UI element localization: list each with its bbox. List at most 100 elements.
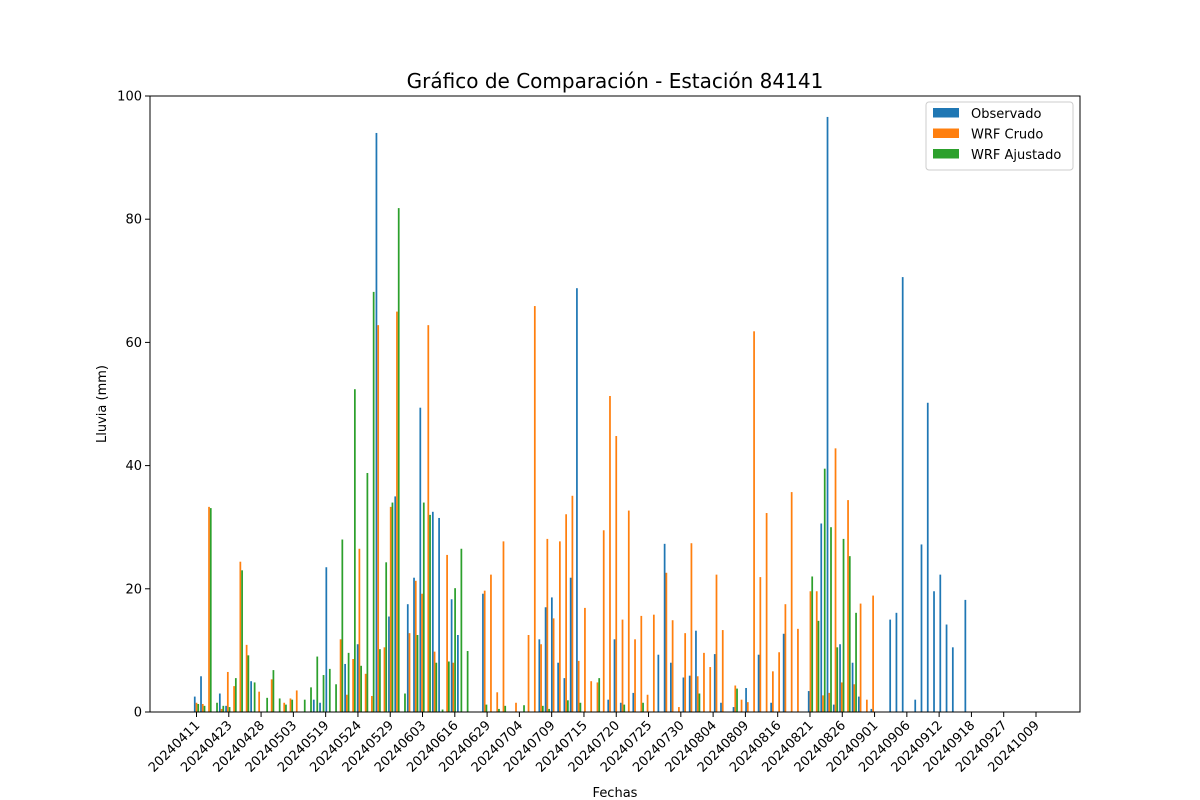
bar-observado-60: [569, 577, 572, 712]
bar-wrf-ajustado-61: [579, 702, 582, 712]
bar-wrf-crudo-95: [790, 492, 793, 712]
bar-wrf-crudo-108: [872, 595, 874, 712]
bar-wrf-ajustado-37: [429, 514, 431, 712]
bar-wrf-crudo-14: [283, 702, 286, 712]
y-axis: 0 20 40 60 80 100: [117, 90, 150, 721]
bar-wrf-crudo-69: [627, 510, 630, 712]
bar-observado-75: [663, 543, 666, 712]
x-axis-label: Fechas: [593, 786, 638, 800]
bar-wrf-crudo-31: [389, 506, 392, 712]
bar-wrf-crudo-93: [778, 652, 781, 712]
legend: Observado WRF Crudo WRF Ajustado: [925, 101, 1074, 171]
bar-wrf-crudo-38: [433, 651, 436, 712]
bar-observado-36: [419, 407, 422, 712]
bar-wrf-ajustado-100: [823, 468, 826, 712]
bar-wrf-crudo-6: [233, 686, 235, 712]
bar-wrf-ajustado-15: [291, 699, 294, 712]
bar-wrf-ajustado-35: [416, 635, 419, 712]
bar-wrf-ajustado-36: [422, 502, 425, 712]
bar-wrf-crudo-72: [646, 694, 649, 712]
bar-wrf-ajustado-55: [541, 705, 544, 712]
bar-wrf-crudo-56: [546, 538, 549, 712]
bar-wrf-ajustado-2: [209, 508, 212, 712]
bar-wrf-crudo-75: [665, 572, 668, 712]
bar-wrf-ajustado-0: [197, 703, 200, 712]
legend-label-1: WRF Crudo: [971, 128, 1043, 143]
bar-wrf-ajustado-20: [322, 675, 325, 712]
bar-wrf-crudo-41: [452, 662, 455, 712]
bar-observado-111: [889, 619, 892, 712]
bar-wrf-ajustado-105: [855, 612, 857, 712]
bar-observado-57: [550, 597, 553, 712]
bar-wrf-ajustado-49: [504, 705, 507, 712]
bar-observado-66: [607, 699, 610, 712]
bar-wrf-crudo-57: [552, 618, 555, 712]
bar-wrf-crudo-96: [797, 628, 799, 712]
legend-swatch-2: [933, 149, 959, 159]
bar-wrf-ajustado-48: [498, 708, 500, 712]
bar-observado-34: [406, 604, 409, 712]
bar-wrf-ajustado-30: [385, 562, 388, 712]
bar-wrf-crudo-76: [671, 620, 674, 712]
bar-wrf-ajustado-14: [285, 704, 287, 712]
bar-wrf-crudo-105: [853, 684, 856, 712]
chart-title: Gráfico de Comparación - Estación 84141: [407, 69, 824, 93]
bar-wrf-crudo-80: [696, 676, 699, 712]
bar-observado-59: [563, 678, 566, 712]
y-tick-label: 0: [134, 706, 142, 721]
bar-wrf-ajustado-17: [303, 699, 306, 712]
bar-wrf-crudo-4: [220, 708, 223, 712]
bar-observado-32: [394, 496, 397, 712]
bar-wrf-crudo-35: [414, 580, 417, 712]
bar-wrf-ajustado-4: [222, 705, 225, 712]
y-tick-label: 100: [117, 90, 142, 105]
bar-wrf-ajustado-56: [548, 708, 550, 712]
bar-wrf-crudo-65: [602, 530, 605, 712]
bar-wrf-ajustado-28: [372, 291, 375, 712]
bar-observado-38: [431, 511, 434, 712]
bar-wrf-crudo-62: [584, 607, 586, 712]
bar-wrf-crudo-68: [621, 619, 624, 712]
bar-observado-4: [218, 693, 221, 712]
bar-observado-98: [807, 691, 810, 712]
bar-wrf-ajustado-41: [454, 588, 456, 712]
bar-wrf-ajustado-86: [736, 688, 738, 712]
bar-observado-61: [576, 288, 578, 712]
bar-wrf-crudo-36: [421, 593, 423, 712]
bar-wrf-crudo-88: [746, 702, 749, 712]
bar-observado-31: [388, 616, 390, 712]
bar-observado-21: [325, 567, 328, 712]
bar-wrf-ajustado-103: [842, 538, 845, 712]
bar-wrf-crudo-106: [859, 603, 862, 712]
bar-wrf-crudo-77: [678, 707, 680, 712]
bar-wrf-crudo-15: [289, 698, 292, 712]
bar-wrf-ajustado-104: [848, 556, 851, 712]
bar-observado-88: [745, 687, 747, 712]
bar-wrf-ajustado-18: [310, 687, 312, 712]
bar-wrf-ajustado-46: [485, 704, 488, 712]
bar-wrf-ajustado-25: [353, 389, 356, 712]
bar-wrf-ajustado-52: [523, 705, 525, 712]
bar-wrf-crudo-94: [784, 604, 787, 712]
bar-observado-24: [344, 663, 346, 712]
bar-observado-68: [619, 702, 622, 712]
bar-wrf-crudo-8: [245, 644, 248, 712]
bar-wrf-crudo-46: [483, 590, 486, 712]
bar-wrf-crudo-98: [809, 591, 812, 712]
bar-observado-119: [939, 574, 942, 712]
bar-wrf-crudo-89: [753, 331, 755, 712]
legend-swatch-1: [933, 128, 959, 138]
bar-wrf-crudo-54: [533, 306, 536, 712]
bar-wrf-crudo-66: [609, 395, 611, 712]
bar-wrf-crudo-103: [840, 682, 843, 712]
bar-wrf-ajustado-64: [598, 678, 601, 712]
bar-observado-84: [720, 702, 722, 712]
bar-observado-90: [757, 654, 760, 712]
bar-wrf-crudo-70: [634, 639, 636, 712]
legend-swatch-0: [933, 108, 959, 118]
bar-wrf-ajustado-43: [466, 651, 469, 712]
bar-wrf-crudo-60: [571, 495, 574, 712]
bar-wrf-crudo-23: [339, 639, 342, 712]
bar-wrf-ajustado-29: [379, 649, 381, 712]
bar-wrf-ajustado-33: [404, 693, 406, 712]
